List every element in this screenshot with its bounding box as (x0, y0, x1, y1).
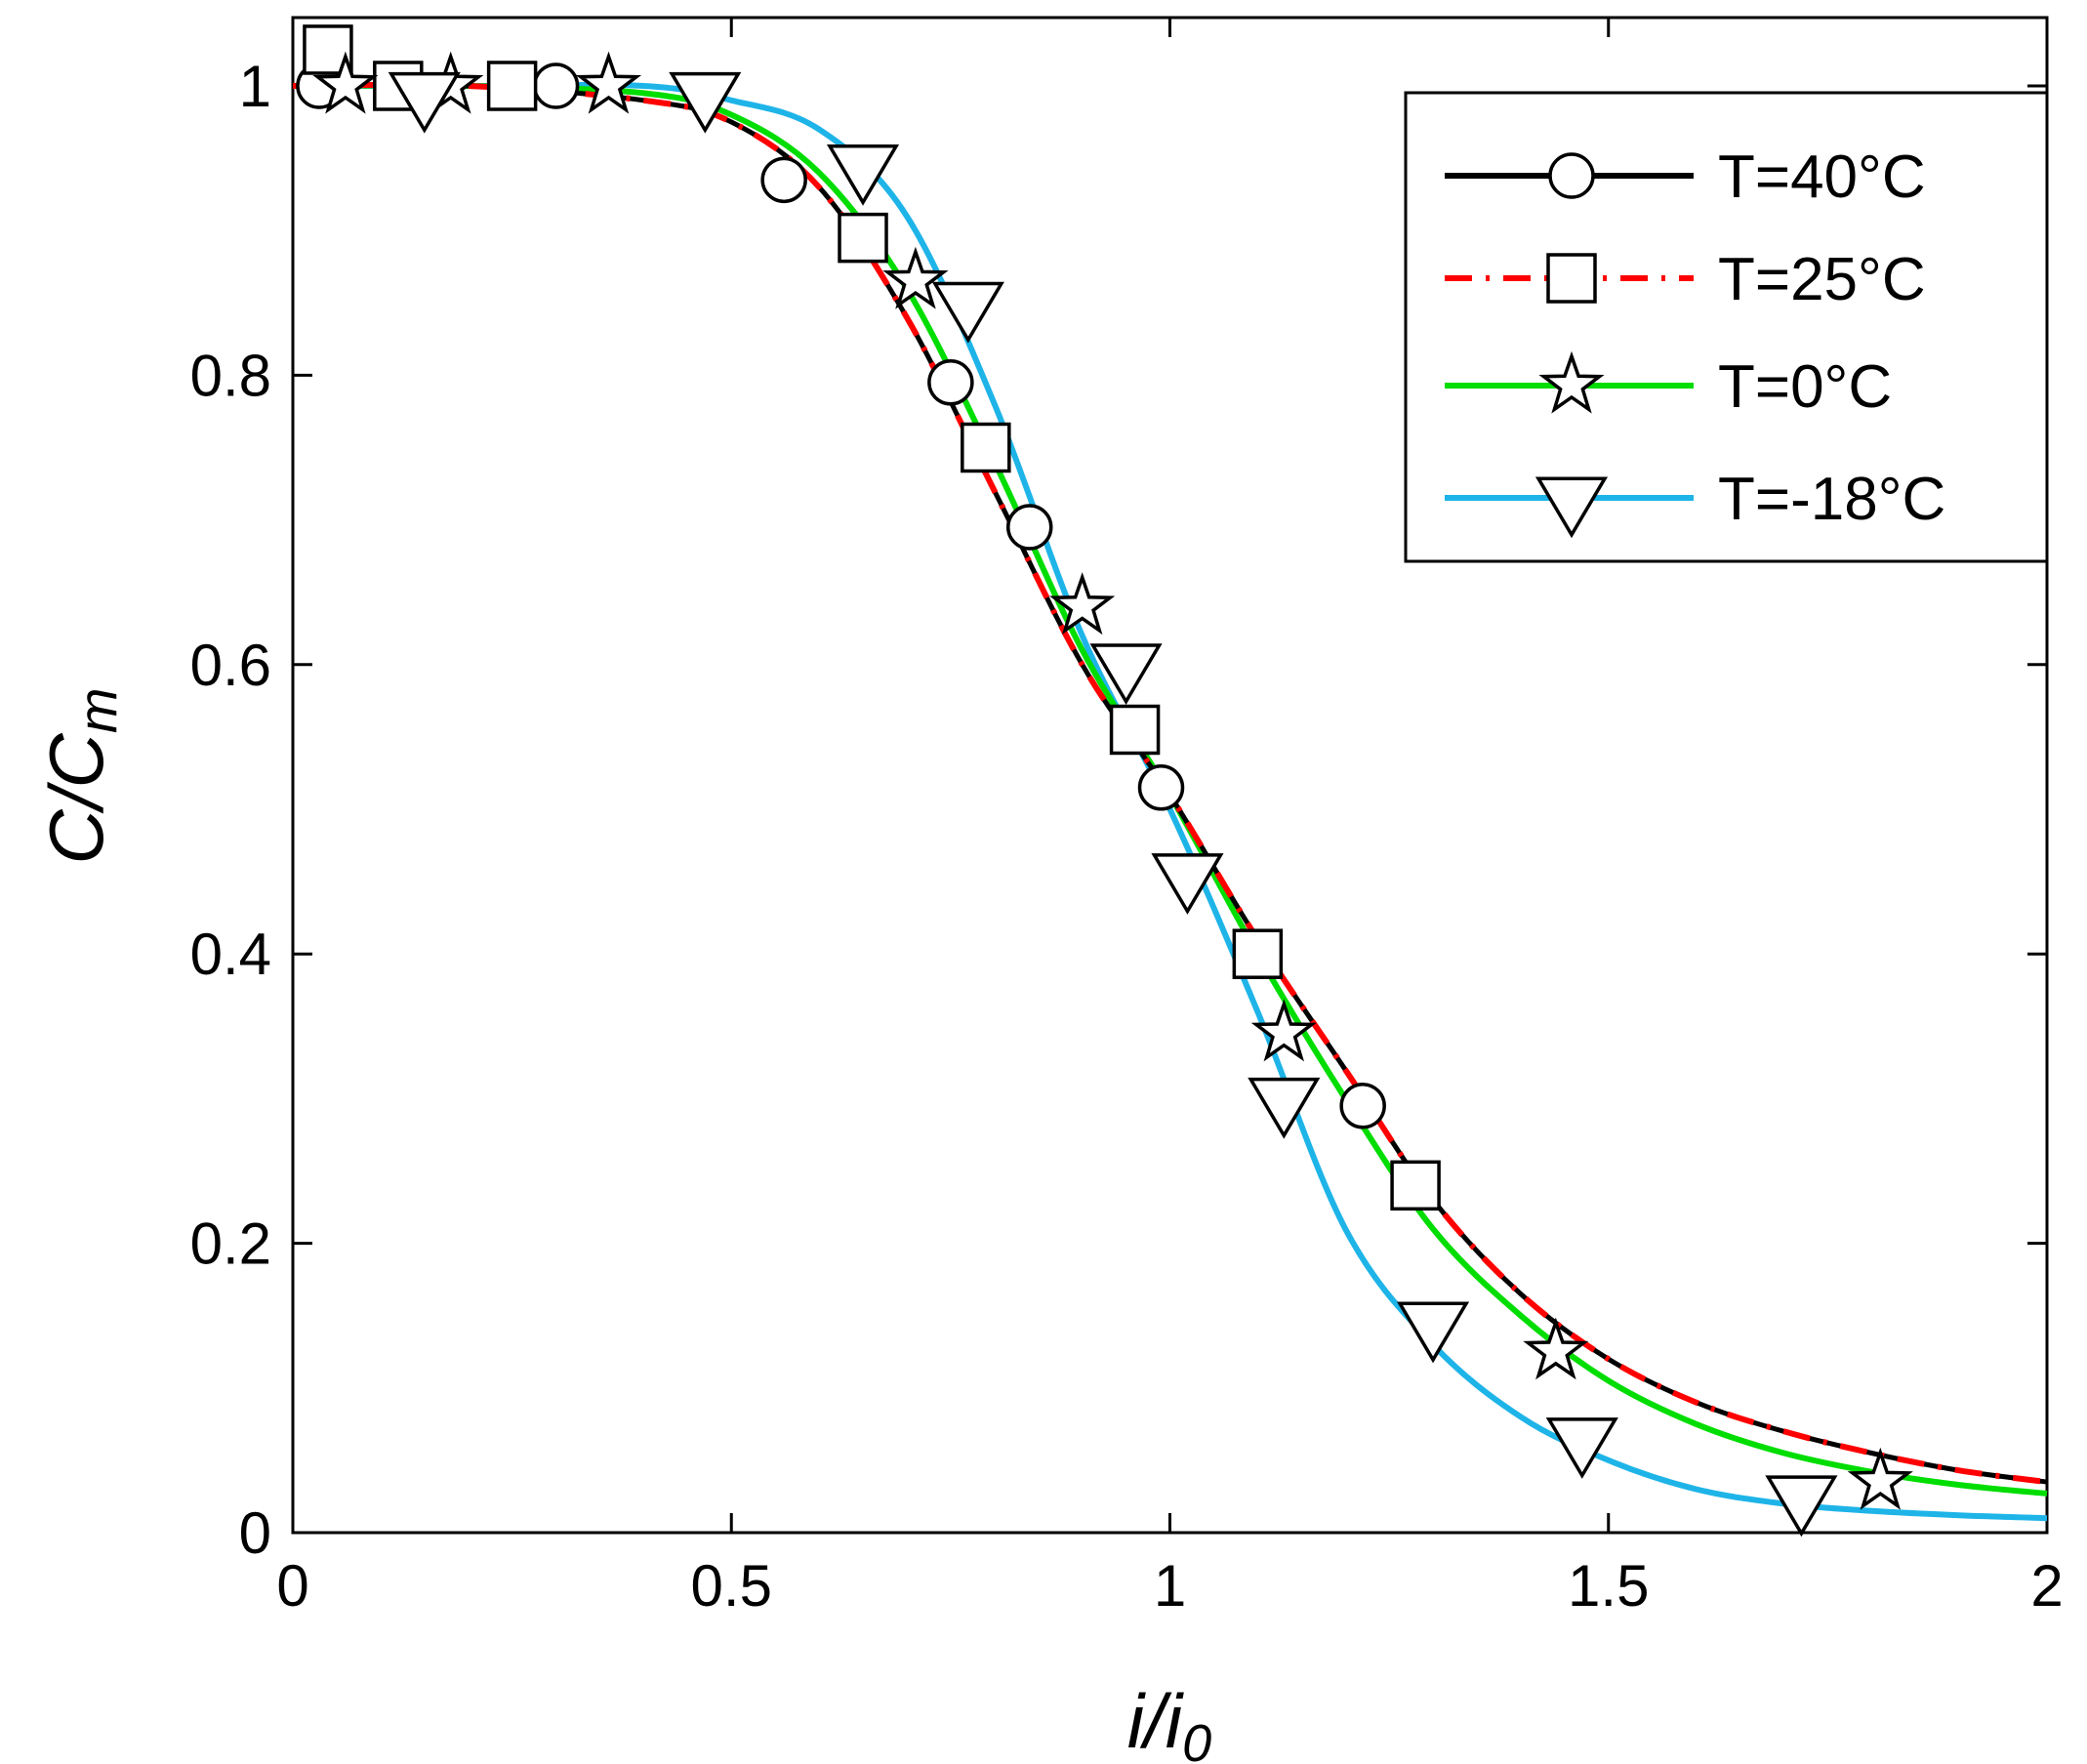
data-point-circle (927, 359, 974, 406)
legend-items: T=40°C T=25°C T=0°C T=-18°C (1445, 144, 1945, 539)
data-point-square (838, 212, 888, 264)
x-tick-label: 0.5 (691, 1553, 772, 1619)
data-point-star (882, 246, 949, 309)
x-tick-label: 1 (1154, 1553, 1186, 1619)
data-point-triangle-down (826, 144, 900, 206)
data-point-triangle-down (388, 71, 461, 134)
y-tick-label: 0.4 (190, 922, 271, 987)
legend: T=40°C T=25°C T=0°C T=-18°C (1404, 91, 2049, 563)
data-point-triangle-down (669, 71, 742, 134)
data-point-square (961, 422, 1011, 473)
data-point-triangle-down (1545, 1417, 1618, 1479)
legend-label: T=0°C (1718, 353, 1892, 421)
data-point-star (1250, 999, 1317, 1062)
data-point-square (1232, 928, 1284, 979)
data-point-circle (1339, 1083, 1386, 1129)
data-point-triangle-down (1089, 643, 1163, 706)
data-point-triangle-down (1396, 1301, 1470, 1364)
data-point-square (1109, 704, 1161, 756)
series-curve (292, 81, 2048, 1486)
legend-label: T=-18°C (1718, 466, 1945, 533)
data-point-triangle-down (1765, 1475, 1838, 1538)
data-point-star (1049, 572, 1116, 636)
data-point-circle (1137, 764, 1185, 811)
legend-label: T=25°C (1718, 246, 1926, 313)
x-tick-label: 2 (2030, 1553, 2063, 1619)
legend-marker-square (1546, 253, 1597, 304)
data-point-star (1847, 1447, 1913, 1510)
legend-box (1404, 91, 2049, 563)
data-point-star (312, 51, 379, 114)
x-tick-label: 1.5 (1568, 1553, 1649, 1619)
y-axis-title: C/Cm (33, 688, 128, 865)
legend-marker-triangle-down (1535, 476, 1609, 539)
data-point-triangle-down (1248, 1077, 1321, 1139)
legend-marker-star (1538, 350, 1605, 414)
y-tick-label: 0 (239, 1500, 271, 1566)
legend-marker-circle (1548, 152, 1595, 199)
x-tick-label: 0 (276, 1553, 308, 1619)
y-tick-label: 0.8 (190, 343, 271, 408)
data-point-circle (760, 156, 807, 204)
data-point-star (575, 51, 642, 114)
data-point-circle (1005, 504, 1053, 551)
series-curve (292, 81, 2048, 1522)
data-point-triangle-down (931, 281, 1004, 344)
x-axis-title-sub: 0 (1182, 1714, 1211, 1764)
y-tick-label: 0.2 (190, 1211, 271, 1277)
x-axis-title-main: i/i (1127, 1678, 1185, 1764)
series-markers (296, 24, 1913, 1538)
data-point-square (1390, 1160, 1441, 1211)
data-point-circle (532, 62, 580, 109)
y-tick-label: 1 (239, 54, 271, 119)
x-axis-title: i/i0 (1127, 1678, 1211, 1764)
y-tick-label: 0.6 (190, 633, 271, 698)
tick-labels: 0 0.5 1 1.5 2 0 0.2 0.4 0.6 0.8 1 (190, 54, 2064, 1619)
data-point-square (486, 61, 538, 111)
data-point-star (1523, 1317, 1589, 1380)
legend-label: T=40°C (1718, 144, 1926, 211)
y-axis-title-sub: m (66, 688, 128, 734)
y-axis-title-main: C/C (33, 733, 119, 865)
data-point-triangle-down (1151, 853, 1224, 915)
